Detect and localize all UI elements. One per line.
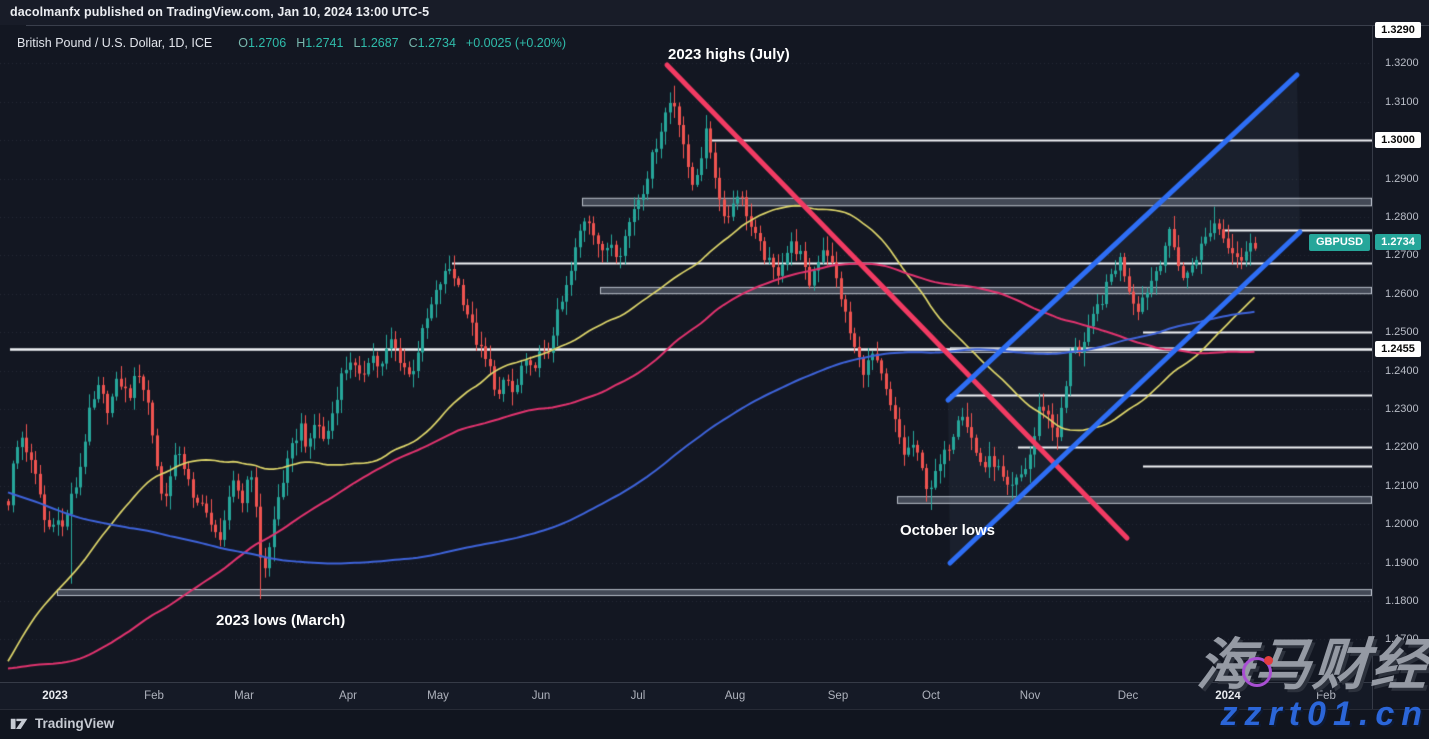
chart-frame-top-border xyxy=(26,25,1429,26)
high-label: H xyxy=(296,36,306,50)
price-tick-1.2000: 1.2000 xyxy=(1385,518,1419,531)
time-tick-2023: 2023 xyxy=(42,690,68,702)
price-tick-1.1700: 1.1700 xyxy=(1385,633,1419,646)
time-tick-Feb: Feb xyxy=(144,690,164,702)
price-tick-1.2300: 1.2300 xyxy=(1385,403,1419,415)
price-tick-1.1800: 1.1800 xyxy=(1385,595,1419,607)
price-axis-separator[interactable] xyxy=(1372,26,1373,709)
published-by-text: dacolmanfx published on TradingView.com,… xyxy=(10,5,430,19)
publish-header-bar: dacolmanfx published on TradingView.com,… xyxy=(0,0,1429,25)
tradingview-logo[interactable]: TradingView xyxy=(10,714,114,733)
close-label: C xyxy=(408,36,418,50)
time-tick-Jul: Jul xyxy=(630,690,646,702)
footer-separator xyxy=(0,709,1429,710)
price-tick-1.2200: 1.2200 xyxy=(1385,441,1419,454)
open-label: O xyxy=(238,36,248,50)
time-tick-2024: 2024 xyxy=(1215,690,1241,702)
price-tick-1.2100: 1.2100 xyxy=(1385,479,1419,492)
price-chart-canvas[interactable] xyxy=(0,26,1372,682)
tradingview-logo-text: TradingView xyxy=(35,716,115,731)
low-label: L xyxy=(353,36,361,50)
annotation-2023-highs[interactable]: 2023 highs (July) xyxy=(668,46,790,63)
price-tick-1.3100: 1.3100 xyxy=(1385,95,1419,108)
price-tick-1.2700: 1.2700 xyxy=(1385,249,1419,262)
time-tick-Dec: Dec xyxy=(1117,690,1139,702)
time-axis[interactable] xyxy=(0,683,1429,709)
price-tick-1.1900: 1.1900 xyxy=(1385,556,1419,569)
tradingview-logo-icon xyxy=(10,718,28,730)
price-tick-1.2900: 1.2900 xyxy=(1385,172,1419,185)
symbol-title: British Pound / U.S. Dollar, 1D, ICE xyxy=(17,36,213,50)
time-tick-Mar: Mar xyxy=(234,690,254,702)
time-tick-Apr: Apr xyxy=(339,690,357,702)
price-tick-1.3200: 1.3200 xyxy=(1385,57,1419,70)
price-level-badge-1.3000[interactable]: 1.3000 xyxy=(1375,132,1421,149)
price-tick-1.2500: 1.2500 xyxy=(1385,326,1419,339)
price-level-badge-1.3290[interactable]: 1.3290 xyxy=(1375,22,1421,38)
time-tick-Oct: Oct xyxy=(922,690,940,702)
high-value: 1.2741 xyxy=(305,36,344,50)
low-value: 1.2687 xyxy=(360,36,399,50)
price-level-badge-1.2455[interactable]: 1.2455 xyxy=(1375,341,1421,358)
annotation-october-lows[interactable]: October lows xyxy=(900,522,996,539)
time-axis-separator xyxy=(0,682,1429,683)
time-tick-Nov: Nov xyxy=(1019,690,1041,702)
price-tick-1.2800: 1.2800 xyxy=(1385,211,1419,223)
time-tick-Jun: Jun xyxy=(531,690,551,702)
time-tick-Sep: Sep xyxy=(827,690,849,702)
symbol-ohlc-bar[interactable]: British Pound / U.S. Dollar, 1D, ICE O1.2… xyxy=(17,36,566,50)
time-tick-Feb: Feb xyxy=(1316,690,1336,702)
close-value: 1.2734 xyxy=(417,36,456,50)
time-tick-Aug: Aug xyxy=(724,690,746,702)
open-value: 1.2706 xyxy=(247,36,287,50)
time-tick-May: May xyxy=(427,690,449,702)
last-price-badge-1.2734[interactable]: 1.2734 xyxy=(1375,234,1421,251)
price-axis[interactable]: 1.3200 1.3100 1.3000 1.2900 1.2800 1.2700 1.26… xyxy=(1373,22,1429,709)
footer-strip xyxy=(0,710,1429,739)
ticker-price-pill[interactable]: GBPUSD xyxy=(1309,233,1371,251)
annotation-2023-lows[interactable]: 2023 lows (March) xyxy=(216,612,346,629)
price-tick-1.2400: 1.2400 xyxy=(1385,364,1419,377)
change-value: +0.0025 (+0.20%) xyxy=(465,36,566,50)
price-tick-1.2600: 1.2600 xyxy=(1385,287,1419,300)
